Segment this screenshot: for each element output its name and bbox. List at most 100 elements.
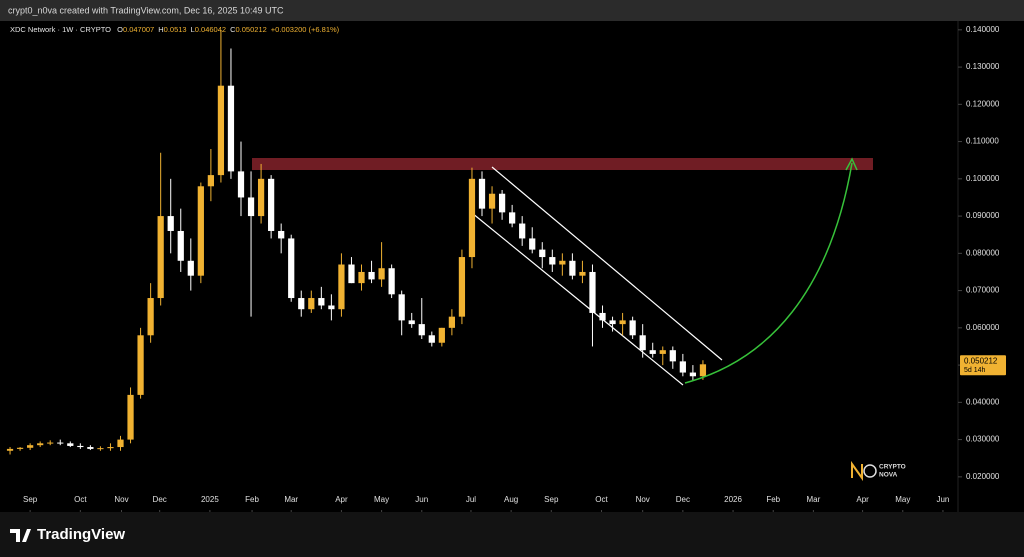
candle-body	[127, 394, 134, 440]
y-tick-label: 0.130000	[966, 62, 1000, 71]
candle-body	[177, 230, 184, 261]
candle-body	[438, 327, 445, 343]
candle-body	[458, 257, 466, 317]
candle-body	[318, 298, 325, 306]
x-tick-label: May	[374, 495, 389, 504]
x-tick-label: Sep	[544, 495, 559, 504]
resistance-zone	[252, 158, 873, 170]
candle-body	[589, 271, 596, 313]
candle-body	[237, 171, 245, 198]
ohlc-value: 0.050212	[236, 25, 267, 34]
y-tick-label: 0.020000	[966, 472, 1000, 481]
x-tick-label: Dec	[153, 495, 167, 504]
ohlc-prefix: O	[117, 25, 123, 34]
candle-body	[468, 178, 476, 258]
candle-body	[268, 178, 275, 231]
x-tick-label: Nov	[636, 495, 650, 504]
y-tick-label: 0.110000	[966, 137, 999, 146]
change: +0.003200 (+6.81%)	[271, 25, 340, 34]
x-tick-label: Apr	[856, 495, 869, 504]
candle-body	[298, 298, 305, 310]
candle-body	[338, 264, 345, 310]
candle-body	[448, 316, 455, 328]
footer-bar	[0, 512, 1024, 557]
watermark-logo	[851, 460, 863, 482]
candle-body	[97, 448, 104, 450]
footer-logo	[10, 529, 31, 542]
candle-body	[529, 238, 536, 250]
candle-body	[16, 447, 24, 449]
candle-body	[257, 178, 265, 217]
y-tick-label: 0.070000	[966, 286, 1000, 295]
price-tag	[960, 355, 1006, 376]
candle-body	[217, 85, 225, 176]
watermark-text: NOVA	[879, 472, 898, 479]
ohlc-prefix: L	[191, 25, 195, 34]
x-tick-label: Aug	[504, 495, 518, 504]
candle-body	[569, 260, 576, 276]
y-tick-label: 0.080000	[966, 248, 1000, 257]
candle-body	[37, 443, 44, 446]
candle-body	[47, 442, 54, 444]
x-tick-label: Jul	[466, 495, 476, 504]
candle-body	[57, 442, 64, 444]
x-tick-label: Nov	[114, 495, 128, 504]
candle-body	[498, 193, 506, 213]
y-tick-label: 0.100000	[966, 174, 1000, 183]
ohlc-value: 0.0513	[164, 25, 187, 34]
footer-brand: TradingView	[37, 526, 125, 543]
y-tick-label: 0.140000	[966, 25, 1000, 34]
channel-lower	[471, 212, 684, 386]
candle-body	[87, 447, 94, 449]
ohlc-prefix: H	[158, 25, 163, 34]
y-tick-label: 0.120000	[966, 99, 1000, 108]
candle-body	[6, 448, 14, 451]
candle-body	[147, 298, 154, 336]
candle-body	[278, 230, 285, 239]
x-tick-label: Dec	[676, 495, 690, 504]
x-tick-label: 2026	[724, 495, 742, 504]
candle-body	[599, 312, 606, 321]
price-tag-value: 0.050212	[964, 356, 998, 365]
x-tick-label: Mar	[284, 495, 298, 504]
watermark: CRYPTO NOVA	[851, 460, 906, 482]
x-tick-label: Apr	[335, 495, 348, 504]
candle-body	[388, 268, 395, 295]
candle-body	[358, 271, 365, 284]
candle-body	[689, 372, 697, 377]
channel-upper	[491, 166, 723, 361]
candle-body	[659, 350, 666, 354]
x-tick-label: Oct	[595, 495, 608, 504]
candle-body	[549, 257, 556, 265]
candle-body	[669, 350, 676, 362]
candle-body	[167, 216, 174, 231]
x-tick-label: Jun	[415, 495, 428, 504]
candle-body	[378, 268, 385, 280]
candle-body	[478, 178, 486, 209]
candle-body	[227, 85, 235, 172]
candle-body	[308, 298, 315, 310]
candle-body	[157, 216, 164, 299]
symbol: XDC Network · 1W · CRYPTO	[10, 25, 111, 34]
candle-body	[519, 223, 526, 239]
candle-body	[679, 361, 686, 373]
projection-curve	[684, 162, 853, 384]
projection-arrow	[845, 157, 858, 171]
candle-body	[418, 324, 425, 336]
candle-body	[348, 264, 355, 284]
top-bar	[0, 0, 1024, 21]
x-tick-label: Jun	[936, 495, 949, 504]
candle-body	[107, 447, 114, 449]
candle-body	[328, 305, 335, 310]
candle-body	[77, 445, 84, 448]
x-tick-label: Mar	[807, 495, 821, 504]
candle-body	[398, 294, 405, 321]
candle-body	[187, 260, 194, 276]
candle-body	[137, 335, 144, 395]
candle-body	[27, 445, 34, 448]
y-tick-label: 0.060000	[966, 323, 1000, 332]
candle-body	[629, 320, 636, 336]
x-tick-label: Feb	[245, 495, 259, 504]
